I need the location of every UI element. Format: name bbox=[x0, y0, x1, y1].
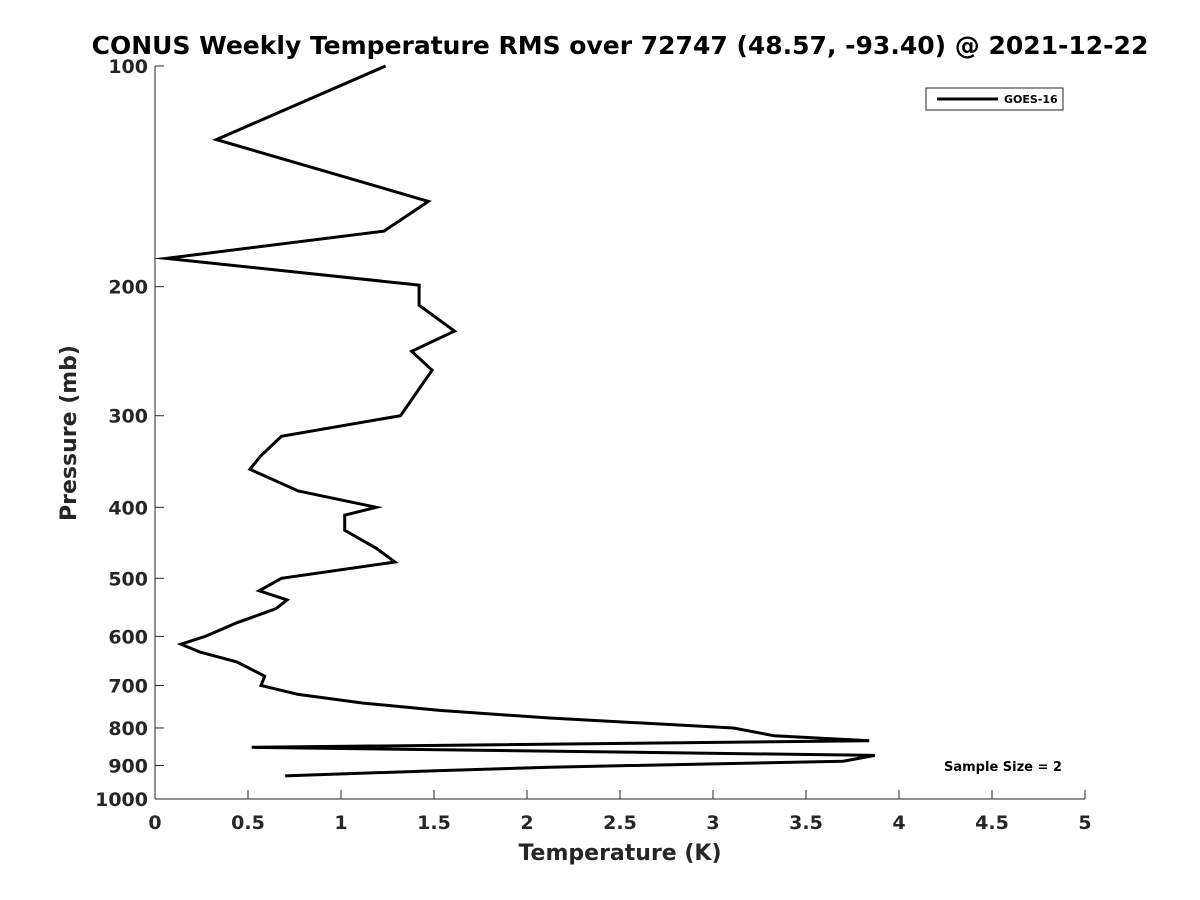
chart-title: CONUS Weekly Temperature RMS over 72747 … bbox=[92, 31, 1149, 60]
y-tick-label: 900 bbox=[108, 755, 148, 777]
x-tick-label: 4 bbox=[892, 812, 905, 834]
legend-label-goes-16: GOES-16 bbox=[1004, 93, 1058, 106]
x-tick-label: 4.5 bbox=[975, 812, 1009, 834]
y-tick-label: 800 bbox=[108, 718, 148, 740]
y-tick-label: 500 bbox=[108, 568, 148, 590]
y-tick-label: 1000 bbox=[95, 789, 148, 811]
x-tick-label: 3 bbox=[706, 812, 719, 834]
sample-size-annotation: Sample Size = 2 bbox=[944, 760, 1062, 775]
y-tick-label: 100 bbox=[108, 56, 148, 78]
series-line-goes-16 bbox=[153, 64, 876, 778]
y-tick-label: 700 bbox=[108, 675, 148, 697]
x-tick-label: 2 bbox=[520, 812, 533, 834]
y-axis-label: Pressure (mb) bbox=[57, 345, 82, 521]
y-tick-label: 200 bbox=[108, 277, 148, 299]
x-tick-label: 2.5 bbox=[603, 812, 637, 834]
x-axis-label: Temperature (K) bbox=[518, 841, 721, 866]
y-tick-label: 400 bbox=[108, 497, 148, 519]
y-tick-label: 300 bbox=[108, 406, 148, 428]
x-tick-label: 1.5 bbox=[417, 812, 451, 834]
x-tick-label: 5 bbox=[1078, 812, 1091, 834]
x-tick-label: 1 bbox=[334, 812, 347, 834]
x-tick-label: 0 bbox=[148, 812, 161, 834]
x-tick-label: 0.5 bbox=[231, 812, 265, 834]
y-tick-label: 600 bbox=[108, 626, 148, 648]
x-tick-label: 3.5 bbox=[789, 812, 823, 834]
legend: GOES-16 bbox=[925, 87, 1064, 111]
